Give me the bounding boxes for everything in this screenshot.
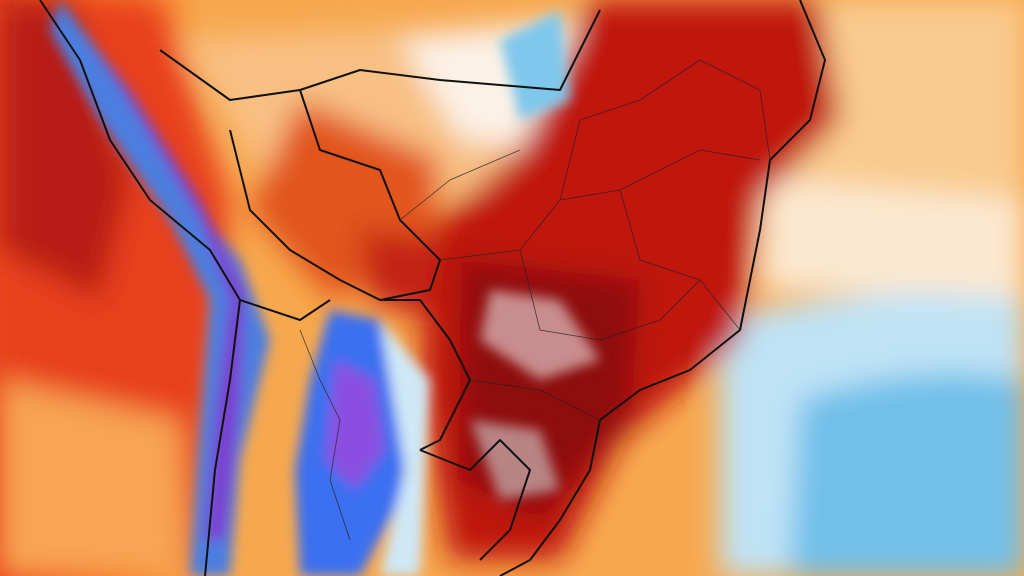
state-line [399,149,521,221]
paraguay-hot [360,230,440,320]
uruguay-border [419,439,531,561]
state-line [559,59,771,201]
argentina-edge [380,320,430,576]
atlantic-pale [760,180,1024,300]
province-line [299,329,351,541]
paraguay-border [380,299,471,451]
pacific-south [0,380,190,576]
chile-argentina-border [239,299,331,321]
state-line [519,249,741,341]
state-line [619,189,701,281]
amazon-cool-patch [500,10,570,120]
andes-very-cold [90,40,245,540]
state-borders [299,59,771,541]
cold-fields [50,0,600,576]
south-brazil-peak [470,420,560,500]
east-coastline [499,0,826,576]
northern-border [159,9,601,101]
west-coastline [39,0,241,576]
borders [39,0,826,576]
bolivia-border [229,89,441,301]
argentina-very-cold [325,360,385,490]
brazil-peak-patch [480,290,600,380]
atlantic-cold [790,373,1024,576]
state-line [469,379,601,421]
state-line [439,149,761,261]
pacific-hot [0,0,130,300]
